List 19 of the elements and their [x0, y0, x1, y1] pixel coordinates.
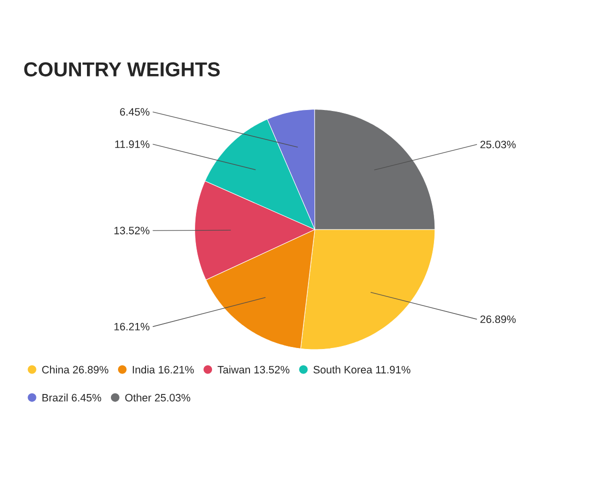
data-label: 26.89%: [480, 315, 516, 323]
data-label: 16.21%: [114, 322, 150, 330]
text: 6.45%: [72, 394, 102, 402]
legend-label: Other: [125, 393, 152, 402]
legend-label: Taiwan: [218, 365, 250, 374]
text: 13.52%: [254, 366, 290, 374]
chart-title: COUNTRY WEIGHTS: [24, 62, 220, 76]
data-label: 25.03%: [480, 140, 516, 148]
data-label: 6.45%: [120, 108, 150, 116]
legend-label: India: [132, 365, 156, 374]
text: 25.03%: [154, 394, 190, 402]
legend-label: South Korea: [313, 365, 372, 374]
text: 16.21%: [158, 366, 194, 374]
data-label: 11.91%: [115, 140, 150, 148]
legend-label: Brazil: [42, 393, 68, 402]
legend-label: China: [42, 365, 70, 374]
text: 11.91%: [376, 366, 410, 374]
text: 26.89%: [73, 366, 108, 374]
data-label: 13.52%: [114, 226, 150, 234]
